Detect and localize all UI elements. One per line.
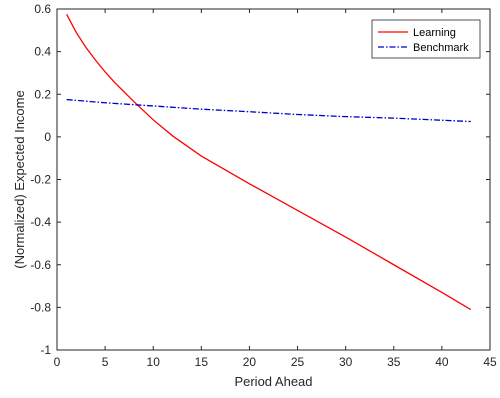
x-tick-label: 45 [483,355,497,369]
x-tick-label: 35 [387,355,401,369]
y-tick-label: -0.4 [30,215,51,229]
x-axis-label: Period Ahead [234,374,312,389]
x-tick-label: 10 [147,355,161,369]
legend-label-learning: Learning [413,27,456,39]
x-tick-label: 40 [435,355,449,369]
y-tick-label: 0.2 [34,87,51,101]
axes-layer: 0 5 10 15 20 25 30 35 40 45 -1 -0.8 -0.6 -0.4 -0.2 0 0.2… [30,2,497,369]
plot-area [56,8,491,351]
y-tick-label: -0.8 [30,300,51,314]
x-tick-label: 15 [195,355,209,369]
series-layer [66,14,472,311]
y-tick-label: -1 [40,343,51,357]
x-tick-label: 25 [291,355,305,369]
y-tick-label: -0.6 [30,258,51,272]
series-line-learning [66,14,472,311]
y-tick-label: 0 [44,130,51,144]
series-line-benchmark [66,98,471,123]
legend-label-benchmark: Benchmark [413,42,469,54]
legend-box [371,19,481,59]
x-tick-label: 5 [102,355,109,369]
y-tick-label: 0.6 [34,2,51,16]
x-tick-label: 20 [243,355,257,369]
legend: Learning Benchmark [371,19,481,59]
plot-frame [56,8,491,351]
x-tick-label: 30 [339,355,353,369]
y-tick-label: -0.2 [30,173,51,187]
y-tick-label: 0.4 [34,45,51,59]
x-tick-label: 0 [54,355,61,369]
y-axis-label: (Normalized) Expected Income [12,90,27,268]
